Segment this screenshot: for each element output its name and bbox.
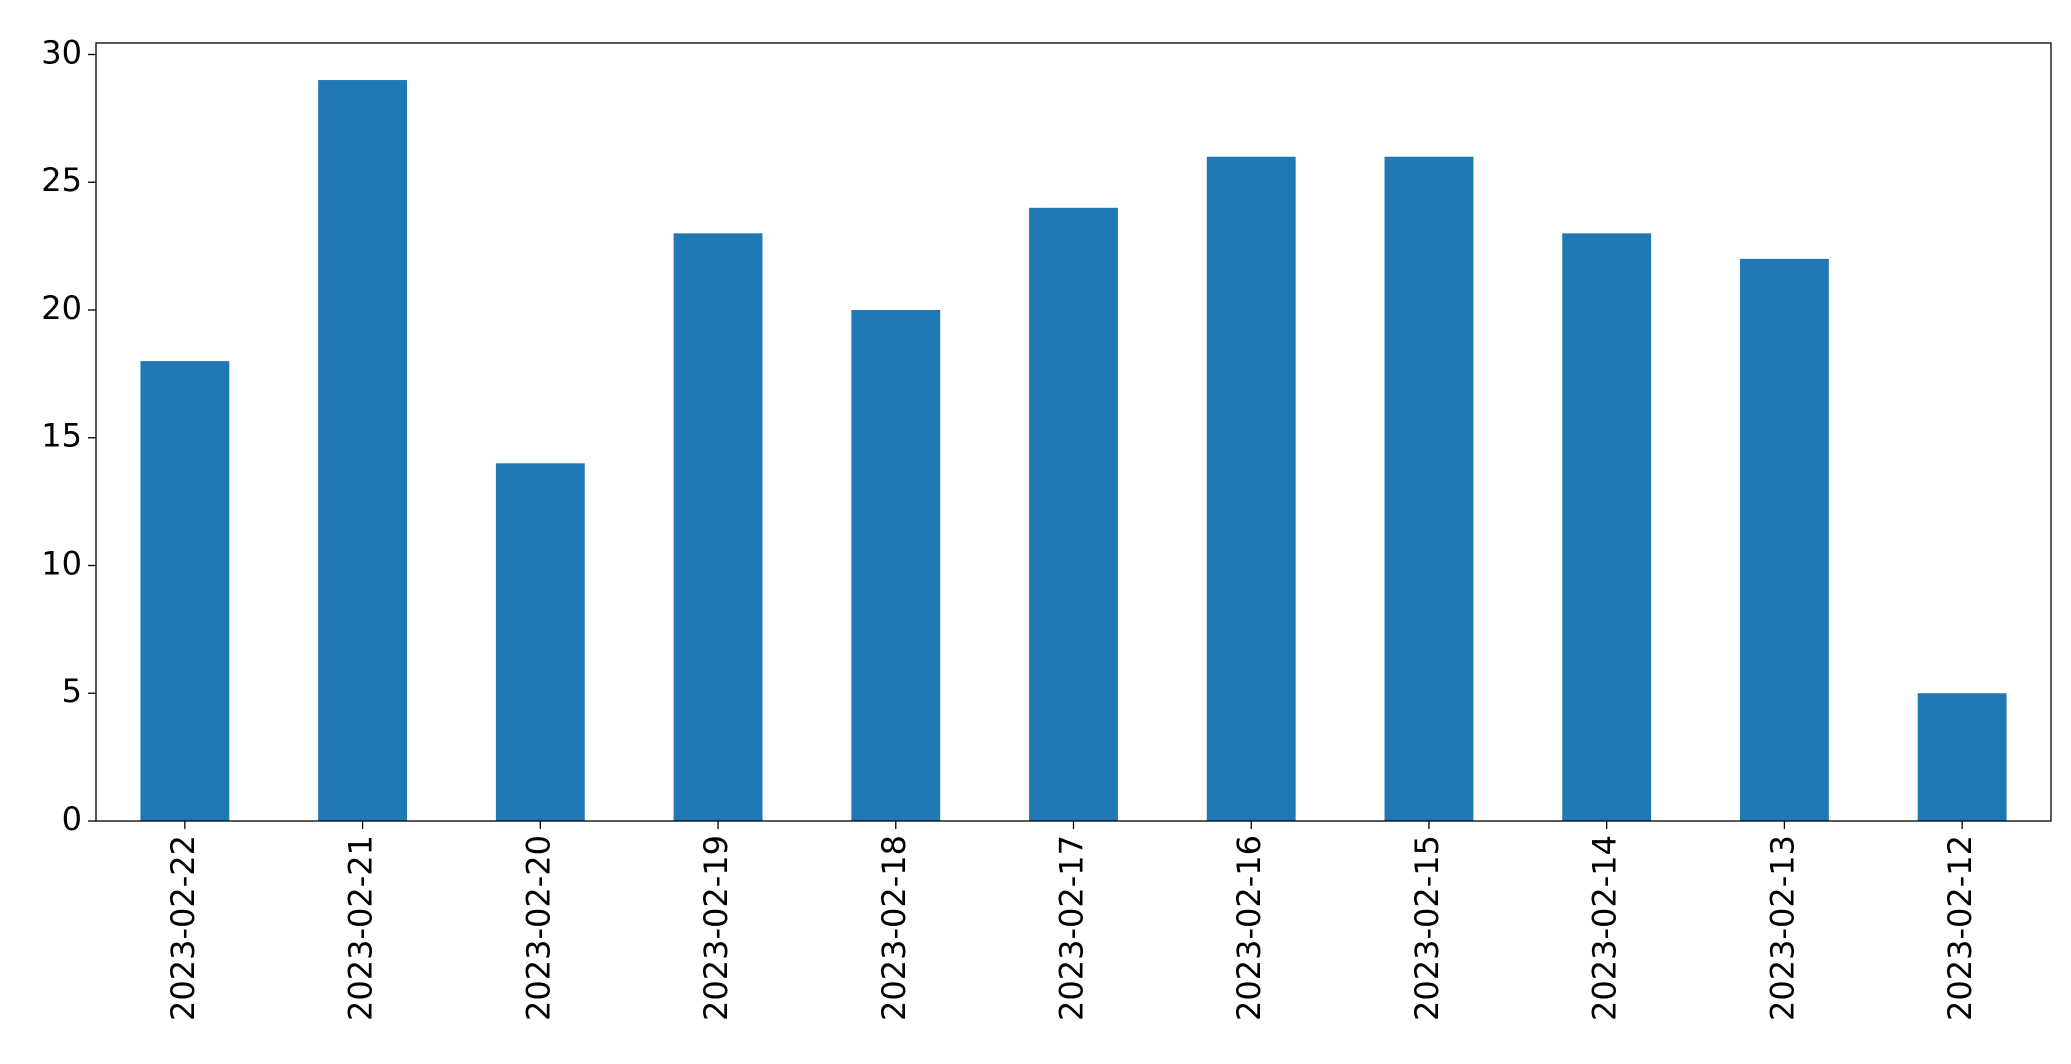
x-tick-label: 2023-02-20 <box>519 835 557 1021</box>
x-tick-label: 2023-02-15 <box>1408 835 1446 1021</box>
y-tick-label: 0 <box>62 800 82 838</box>
bar <box>1917 693 2007 821</box>
y-tick-label: 25 <box>41 161 82 199</box>
bar <box>1562 233 1652 821</box>
x-tick-label: 2023-02-14 <box>1586 835 1624 1021</box>
y-tick-label: 10 <box>41 544 82 582</box>
x-tick-label: 2023-02-19 <box>697 835 735 1021</box>
y-tick-label: 15 <box>41 417 82 455</box>
x-tick-label: 2023-02-22 <box>164 835 202 1021</box>
x-tick-label: 2023-02-16 <box>1230 835 1268 1021</box>
x-tick-label: 2023-02-12 <box>1941 835 1979 1021</box>
bar <box>1206 156 1296 821</box>
bar <box>140 361 230 821</box>
bar <box>1029 207 1118 821</box>
bar <box>318 80 408 822</box>
y-tick-label: 20 <box>41 289 82 327</box>
bar <box>495 463 585 821</box>
bar <box>1384 156 1474 821</box>
bar <box>1739 258 1829 821</box>
bar <box>851 309 941 821</box>
x-tick-label: 2023-02-21 <box>342 835 380 1021</box>
x-tick-label: 2023-02-18 <box>875 835 913 1021</box>
y-tick-label: 30 <box>41 33 82 71</box>
bar <box>673 233 763 821</box>
x-tick-label: 2023-02-17 <box>1053 835 1091 1021</box>
x-tick-label: 2023-02-13 <box>1763 835 1801 1021</box>
y-tick-label: 5 <box>62 672 82 710</box>
plot-frame <box>95 42 2052 822</box>
